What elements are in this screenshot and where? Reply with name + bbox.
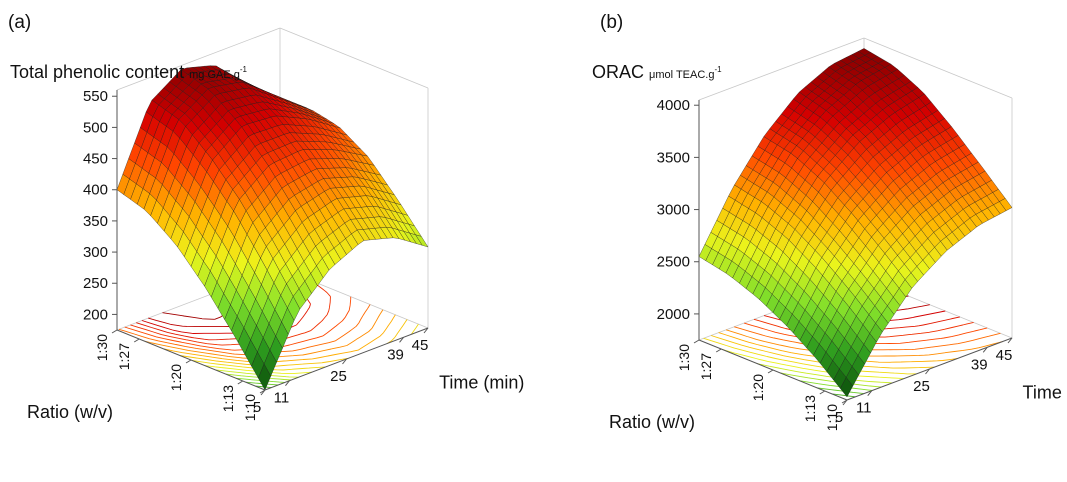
y-tick-label: 1:20: [750, 374, 766, 401]
surface-plot-b: 5 11 25 39 45 1:10 1:13 1:20 1:27 1:30 2000 2500 300…: [609, 37, 1067, 432]
x-tick-label: 45: [996, 347, 1013, 364]
x-tick-mark: [925, 368, 930, 375]
panel-label: (b): [600, 12, 624, 33]
y-tick-mark: [767, 369, 774, 374]
z-axis-title-text: Total phenolic content: [10, 62, 185, 82]
surface: [698, 48, 1013, 398]
x-tick-label: 5: [253, 399, 261, 416]
z-axis-unit: mg GAE.g: [189, 69, 240, 81]
y-tick-mark: [237, 380, 244, 385]
y-axis-title: Ratio (w/v): [609, 412, 695, 432]
x-tick-label: 11: [274, 390, 290, 407]
z-tick-label: 3000: [657, 202, 690, 219]
x-tick-label: 25: [330, 368, 347, 385]
axes: 5 11 25 39 45 1:10 1:13 1:20 1:27 1:30 200 250 300 35…: [27, 88, 524, 422]
surface-cell: [840, 376, 854, 398]
surface-plot-a: 5 11 25 39 45 1:10 1:13 1:20 1:27 1:30 200 250 300 35…: [27, 27, 524, 422]
y-tick-label: 1:20: [168, 364, 184, 391]
z-axis-unit-exponent: -1: [239, 65, 248, 74]
surface: [116, 65, 429, 391]
surface-cell: [258, 363, 272, 391]
box-edge: [116, 27, 281, 91]
x-tick-label: 45: [412, 337, 429, 354]
x-tick-mark: [982, 346, 988, 353]
box-edge: [863, 37, 1013, 99]
z-tick-label: 3500: [657, 149, 690, 166]
x-tick-mark: [342, 358, 347, 365]
z-tick-label: 550: [83, 88, 108, 105]
y-tick-label: 1:30: [94, 334, 110, 361]
y-tick-mark: [133, 338, 140, 343]
y-tick-mark: [185, 359, 192, 364]
x-tick-label: 11: [856, 400, 872, 417]
y-tick-label: 1:10: [824, 404, 840, 431]
z-tick-label: 500: [83, 119, 108, 136]
x-tick-label: 25: [913, 378, 930, 395]
y-tick-mark: [819, 390, 826, 395]
y-tick-mark: [715, 348, 722, 353]
panel-a: 5 11 25 39 45 1:10 1:13 1:20 1:27 1:30 200 250 300 35…: [0, 0, 533, 482]
y-axis-title: Ratio (w/v): [27, 402, 113, 422]
z-axis-title: Total phenolic content mg GAE.g-1: [10, 62, 247, 83]
z-axis-title-text: ORAC: [592, 62, 645, 82]
box-edge: [279, 27, 429, 89]
x-tick-mark: [867, 390, 873, 397]
z-axis-title: ORAC μmol TEAC.g-1: [592, 62, 722, 83]
z-tick-label: 4000: [657, 97, 690, 114]
x-tick-mark: [399, 336, 404, 343]
y-tick-label: 1:30: [676, 344, 692, 371]
x-tick-label: 39: [387, 346, 404, 363]
z-tick-label: 2500: [657, 254, 690, 271]
x-tick-mark: [423, 327, 429, 334]
contour-line: [179, 319, 408, 367]
x-tick-mark: [1007, 337, 1013, 344]
z-tick-label: 450: [83, 151, 108, 168]
z-tick-label: 400: [83, 182, 108, 199]
y-tick-label: 1:13: [220, 385, 236, 412]
z-tick-label: 350: [83, 213, 108, 230]
y-tick-label: 1:27: [698, 353, 714, 380]
z-axis-unit-exponent: -1: [714, 65, 722, 74]
x-tick-label: 5: [835, 409, 843, 426]
z-tick-label: 2000: [657, 306, 690, 323]
x-tick-label: 39: [971, 356, 988, 373]
z-tick-label: 200: [83, 306, 108, 323]
z-tick-label: 300: [83, 244, 108, 261]
y-tick-label: 1:10: [242, 394, 258, 421]
y-tick-mark: [693, 339, 700, 344]
x-tick-mark: [285, 380, 290, 387]
z-axis-unit: μmol TEAC.g: [649, 69, 715, 81]
y-tick-label: 1:13: [802, 395, 818, 422]
y-tick-mark: [259, 389, 266, 394]
panel-label: (a): [8, 12, 32, 33]
axes: 5 11 25 39 45 1:10 1:13 1:20 1:27 1:30 2000 2500 300…: [609, 97, 1067, 432]
x-axis-title: Time (min): [1023, 383, 1067, 403]
y-tick-mark: [111, 329, 118, 334]
y-tick-mark: [841, 399, 848, 404]
z-tick-label: 250: [83, 275, 108, 292]
y-tick-label: 1:27: [116, 343, 132, 370]
x-axis-title: Time (min): [439, 373, 524, 393]
box-edge: [698, 37, 865, 101]
contour-line: [245, 381, 279, 386]
panel-b: 5 11 25 39 45 1:10 1:13 1:20 1:27 1:30 2000 2500 300…: [534, 0, 1067, 482]
